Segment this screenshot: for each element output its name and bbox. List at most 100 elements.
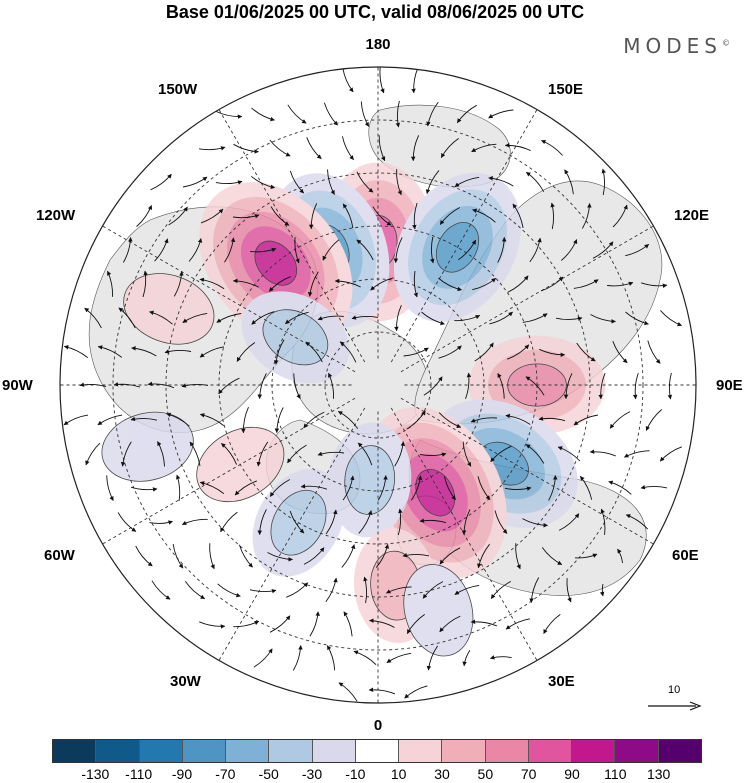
lon-label-30w: 30W — [170, 673, 201, 690]
wind-vector — [182, 312, 208, 323]
wind-vector — [564, 169, 574, 195]
wind-vector — [404, 685, 428, 699]
wind-vector — [625, 514, 649, 530]
wind-vector — [462, 441, 472, 467]
wind-vector — [488, 175, 514, 187]
wind-vector — [106, 475, 114, 501]
wind-vector — [300, 483, 328, 490]
wind-vector — [465, 372, 472, 400]
map-border — [59, 66, 697, 704]
wind-vector — [454, 314, 481, 322]
wind-vector — [550, 202, 555, 230]
wind-vector — [285, 311, 309, 325]
wind-vector — [659, 446, 682, 462]
wind-vector — [307, 271, 319, 297]
wind-vector — [410, 135, 420, 162]
anomaly-contour — [415, 468, 456, 517]
wind-vector — [117, 512, 137, 532]
colorbar-tick-label: 90 — [564, 766, 580, 782]
wind-vector — [188, 238, 203, 262]
wind-vector — [488, 109, 514, 119]
wind-vector — [356, 239, 374, 261]
wind-vector — [232, 278, 259, 288]
colorbar-tick-label: -10 — [345, 766, 366, 782]
wind-vector — [385, 586, 412, 594]
wind-vector — [454, 584, 480, 595]
wind-vector — [181, 518, 208, 526]
colorbar-tick-label: 110 — [604, 766, 627, 782]
wind-vector — [439, 615, 461, 633]
colorbar-tick-label: 70 — [520, 766, 537, 782]
wind-vector — [440, 138, 459, 158]
wind-vector — [118, 307, 136, 329]
wind-vector — [667, 372, 672, 400]
arrow-right-icon — [648, 701, 702, 711]
colorbar-tick-label: -30 — [301, 766, 323, 782]
lon-label-120w: 120W — [36, 207, 76, 224]
wind-vector — [369, 618, 395, 628]
colorbar-cell — [355, 740, 400, 762]
wind-vector — [198, 146, 226, 151]
latitude-circle — [112, 119, 644, 651]
wind-vector — [97, 414, 123, 426]
wind-vector — [470, 619, 498, 627]
wind-vector — [423, 376, 443, 396]
colorbar-cell — [442, 740, 486, 762]
wind-vector — [257, 509, 267, 536]
wind-vector — [425, 170, 440, 195]
wind-vector — [200, 208, 224, 224]
lon-label-180: 180 — [365, 36, 391, 53]
wind-vector — [131, 346, 157, 357]
wind-vector — [293, 373, 301, 399]
meridian-line — [390, 109, 538, 363]
wind-vector — [325, 509, 338, 535]
brand-mark: © — [722, 38, 730, 48]
lon-label-150w: 150W — [158, 81, 198, 98]
wind-vector — [379, 67, 385, 94]
wind-vector — [287, 444, 307, 464]
wind-vector — [660, 310, 683, 327]
wind-vector — [504, 143, 531, 152]
lon-label-90e: 90E — [716, 377, 743, 394]
wind-vector — [256, 441, 269, 467]
wind-vector — [438, 345, 462, 359]
wind-vector — [647, 340, 661, 364]
wind-vector — [234, 480, 258, 496]
wind-vector — [173, 271, 184, 297]
wind-vector — [251, 107, 275, 122]
colorbar-cell — [53, 740, 97, 762]
wind-vector — [322, 239, 340, 261]
wind-vector — [199, 346, 224, 358]
anomaly-contour — [123, 273, 215, 345]
meridian-line — [400, 225, 654, 373]
wind-vector — [224, 237, 236, 263]
wind-vector — [543, 614, 561, 634]
wind-vector — [507, 344, 530, 360]
wind-vector — [413, 270, 418, 298]
wind-vector — [490, 581, 512, 599]
wind-vector — [286, 582, 309, 598]
wind-vector — [63, 414, 89, 426]
wind-vector — [120, 441, 132, 467]
wind-vector — [147, 381, 175, 389]
colorbar-cell — [269, 740, 313, 762]
lon-label-150e: 150E — [548, 81, 584, 98]
wind-vectors — [63, 67, 683, 702]
wind-vector — [529, 237, 542, 263]
wind-vector — [149, 310, 173, 325]
wind-vector — [454, 176, 480, 188]
colorbar-cell — [226, 740, 270, 762]
wind-vector — [522, 518, 549, 528]
wind-vector — [490, 445, 512, 463]
wind-vector — [541, 547, 563, 565]
wind-vector — [529, 577, 540, 603]
wind-vector — [154, 238, 169, 262]
wind-vector — [157, 441, 165, 467]
wind-vector — [497, 236, 507, 263]
wind-vector — [625, 311, 649, 326]
wind-vector — [216, 313, 242, 323]
colorbar-tick-label: -130 — [81, 766, 110, 782]
wind-vector — [625, 243, 650, 257]
lon-label-30e: 30E — [548, 673, 575, 690]
